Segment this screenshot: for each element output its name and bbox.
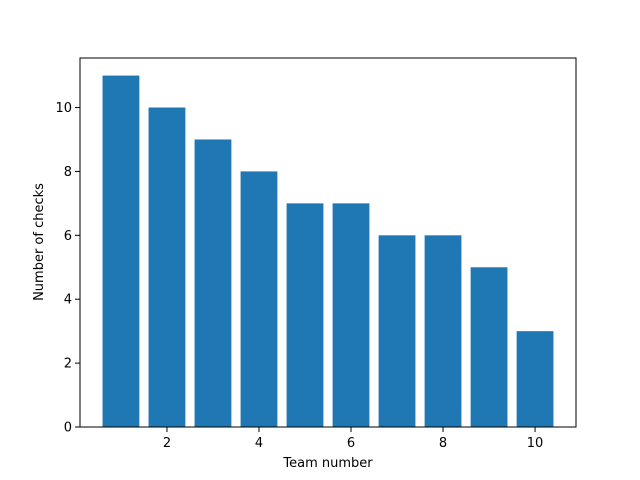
plot-frame bbox=[79, 57, 577, 428]
x-tick-label: 4 bbox=[255, 436, 263, 451]
y-tick-label: 2 bbox=[64, 357, 72, 372]
bar bbox=[148, 107, 186, 428]
x-axis-label: Team number bbox=[282, 456, 373, 471]
bar bbox=[424, 235, 462, 427]
y-tick-label: 6 bbox=[64, 229, 72, 244]
bar bbox=[470, 267, 508, 427]
x-tick-label: 2 bbox=[163, 436, 171, 451]
bar bbox=[516, 331, 554, 427]
y-tick-label: 8 bbox=[64, 165, 72, 180]
y-axis-label: Number of checks bbox=[32, 183, 47, 301]
y-tick-label: 0 bbox=[64, 421, 72, 436]
y-tick-label: 4 bbox=[64, 293, 72, 308]
bar bbox=[240, 171, 278, 427]
x-tick-label: 6 bbox=[347, 436, 355, 451]
bar bbox=[286, 203, 324, 427]
x-tick-label: 8 bbox=[439, 436, 447, 451]
bar bbox=[102, 75, 140, 428]
y-tick-label: 10 bbox=[55, 101, 72, 116]
x-tick-label: 10 bbox=[527, 436, 544, 451]
bar bbox=[378, 235, 416, 427]
bar bbox=[332, 203, 370, 427]
bar bbox=[194, 139, 232, 427]
